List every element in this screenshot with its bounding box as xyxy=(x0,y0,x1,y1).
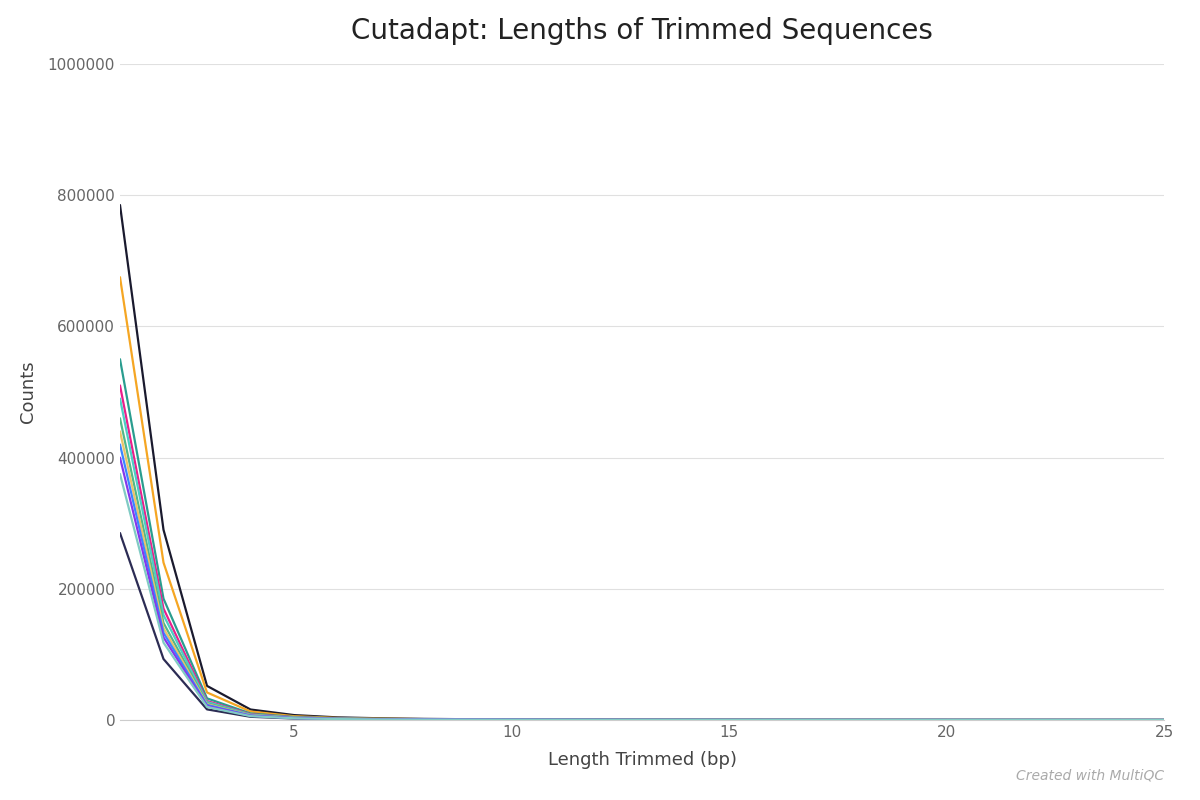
Text: Created with MultiQC: Created with MultiQC xyxy=(1016,768,1164,782)
Title: Cutadapt: Lengths of Trimmed Sequences: Cutadapt: Lengths of Trimmed Sequences xyxy=(352,17,932,45)
Y-axis label: Counts: Counts xyxy=(19,361,37,423)
X-axis label: Length Trimmed (bp): Length Trimmed (bp) xyxy=(547,751,737,769)
